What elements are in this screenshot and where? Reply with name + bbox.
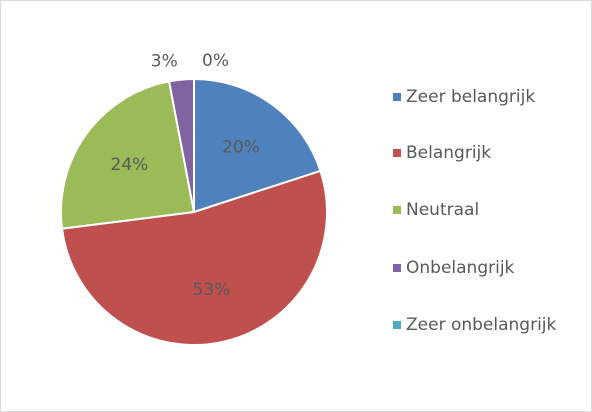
legend-label: Belangrijk — [406, 143, 491, 163]
data-label: 20% — [222, 137, 260, 157]
legend-label: Onbelangrijk — [406, 258, 515, 278]
pie-slice — [60, 80, 196, 230]
legend-marker — [393, 321, 401, 329]
legend-marker — [393, 264, 401, 272]
legend-label: Neutraal — [406, 200, 479, 220]
data-label: 24% — [111, 155, 149, 175]
legend-marker — [393, 93, 401, 101]
legend-label: Zeer belangrijk — [406, 87, 535, 107]
pie-slice — [193, 77, 322, 214]
legend-marker — [393, 149, 401, 157]
data-label: 53% — [193, 280, 231, 300]
pie-slice — [60, 169, 328, 346]
pie-slice — [167, 77, 195, 213]
data-label: 3% — [151, 52, 178, 72]
data-label: 0% — [202, 51, 229, 71]
legend-label: Zeer onbelangrijk — [406, 315, 557, 335]
legend-marker — [393, 206, 401, 214]
